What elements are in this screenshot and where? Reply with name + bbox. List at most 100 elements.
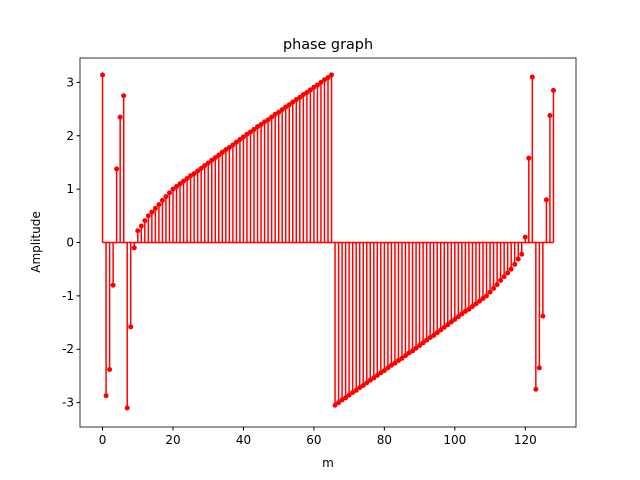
stem-marker [156,202,162,208]
x-tick-label: 60 [306,433,321,447]
stem-marker [103,393,109,399]
stem-marker [332,402,338,408]
stem-marker [424,337,430,343]
stem-marker [448,319,454,325]
stem-marker [149,209,155,215]
stem-marker [269,114,275,120]
stem-marker [410,348,416,354]
stem-marker [459,311,465,317]
stem-marker [487,289,493,295]
stem-marker [314,82,320,88]
stem-marker [114,166,120,172]
stem-marker [364,380,370,386]
stem-marker [325,75,331,81]
stem-marker [353,387,359,393]
x-tick-label: 80 [377,433,392,447]
stem-marker [240,134,246,140]
stem-marker [498,277,504,283]
stem-marker [107,367,113,373]
stem-marker [233,139,239,145]
y-tick-label: -2 [62,342,74,356]
stem-marker [371,375,377,381]
stem-marker [441,324,447,330]
stem-marker [417,343,423,349]
stem-marker [297,94,303,100]
stem-marker [434,330,440,336]
stem-marker [343,395,349,401]
stem-marker [195,168,201,174]
stem-marker [166,190,172,196]
stem-marker [526,155,532,161]
stem-marker [145,213,151,219]
stem-marker [515,256,521,262]
stem-marker [219,149,225,155]
y-tick-label: 3 [66,75,74,89]
stem-marker [279,107,285,113]
stem-marker [413,345,419,351]
chart-title: phase graph [283,37,373,53]
y-tick-label: 2 [66,129,74,143]
stem-marker [170,186,176,192]
stem-marker [452,316,458,322]
stem-marker [304,90,310,96]
x-axis-label: m [322,456,334,470]
stem-marker [494,282,500,288]
stem-marker [209,157,215,163]
stem-marker [438,327,444,333]
x-tick-label: 40 [236,433,251,447]
stem-marker [135,228,141,234]
stem-marker [431,332,437,338]
stem-marker [476,298,482,304]
stem-marker [374,372,380,378]
y-axis-label: Amplitude [29,211,43,273]
stem-marker [522,234,528,240]
stem-marker [138,223,144,229]
stem-marker [230,142,236,148]
stem-marker [466,306,472,312]
stem-marker [198,165,204,171]
stem-marker [473,301,479,307]
y-tick-label: 0 [66,236,74,250]
stem-marker [329,72,335,78]
x-tick-label: 20 [165,433,180,447]
stem-marker [202,163,208,169]
stem-marker [212,155,218,161]
stem-marker [336,400,342,406]
stem-marker [205,160,211,166]
stem-marker [392,360,398,366]
stem-marker [251,126,257,132]
stem-marker [508,266,514,272]
stem-marker [121,93,127,99]
stem-marker [381,368,387,374]
stem-marker [533,386,539,392]
y-tick-label: -3 [62,396,74,410]
stem-marker [258,122,264,128]
stem-marker [547,112,553,118]
stem-marker [307,87,313,93]
stem-marker [110,282,116,288]
y-tick-label: -1 [62,289,74,303]
stem-marker [276,109,282,115]
stem-marker [100,72,106,78]
stem-marker [128,324,134,330]
x-tick-label: 100 [443,433,466,447]
stem-marker [177,181,183,187]
stem-marker [226,145,232,151]
stem-marker [248,129,253,135]
stem-marker [540,313,546,319]
stem-marker [163,194,169,200]
stem-marker [318,79,324,85]
stem-marker [184,175,190,181]
stem-marker [536,365,542,371]
stem-marker [159,197,165,203]
x-tick-label: 120 [514,433,537,447]
stem-marker [519,251,525,257]
stem-marker [117,114,123,120]
stem-marker [360,383,366,389]
stem-marker [265,117,271,123]
stem-marker [142,218,148,224]
stem-marker [399,355,405,361]
stem-marker [445,322,451,328]
